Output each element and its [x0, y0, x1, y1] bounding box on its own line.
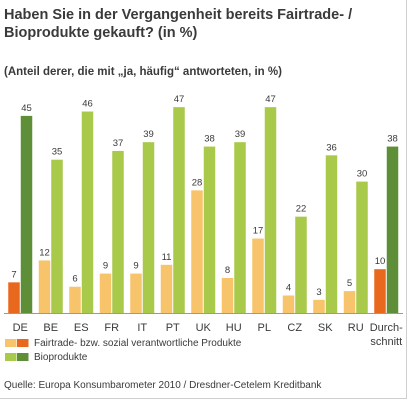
- bar-fairtrade-sk: [313, 299, 325, 313]
- value-label-bio-uk: 38: [204, 134, 215, 145]
- value-label-bio-hu: 39: [235, 129, 246, 140]
- legend-label-bio: Bioprodukte: [34, 352, 88, 363]
- bar-fairtrade-cz: [282, 295, 295, 313]
- value-label-bio-pl: 47: [265, 94, 276, 105]
- x-tick-label-de: DE: [13, 322, 28, 334]
- x-tick-label-es: ES: [74, 322, 89, 334]
- value-label-fairtrade-es: 6: [72, 274, 77, 285]
- bar-fairtrade-es: [69, 286, 81, 313]
- bar-bio-pl: [264, 107, 277, 313]
- x-tick-label-fr: FR: [104, 322, 119, 334]
- value-label-bio-sk: 36: [326, 142, 337, 153]
- value-label-bio-de: 45: [21, 103, 32, 114]
- bar-bio-es: [81, 111, 94, 314]
- chart-title-line-2: Bioprodukte gekauft? (in %): [4, 25, 198, 41]
- value-label-bio-be: 35: [52, 147, 63, 158]
- chart-subtitle: (Anteil derer, die mit „ja, häufig“ antw…: [4, 66, 282, 78]
- bar-fairtrade-de: [8, 282, 20, 313]
- bar-fairtrade-hu: [221, 277, 234, 313]
- x-tick-label-pt: PT: [166, 322, 180, 334]
- bar-bio-it: [142, 142, 155, 313]
- bar-bio-durchschnitt: [386, 146, 399, 313]
- value-label-fairtrade-fr: 9: [103, 261, 108, 272]
- bar-fairtrade-pt: [160, 264, 173, 313]
- value-label-fairtrade-be: 12: [39, 247, 50, 258]
- bar-bio-uk: [203, 146, 216, 313]
- value-label-fairtrade-cz: 4: [286, 282, 291, 293]
- bar-bio-cz: [295, 216, 307, 313]
- bar-fairtrade-be: [38, 260, 51, 313]
- x-tick-label-uk: UK: [196, 322, 212, 334]
- bar-fairtrade-pl: [252, 238, 264, 313]
- bar-bio-ru: [356, 181, 368, 313]
- value-label-bio-durchschnitt: 38: [387, 134, 398, 145]
- bar-fairtrade-fr: [99, 273, 112, 313]
- x-tick-label-ru: RU: [348, 322, 364, 334]
- x-tick-label-sk: SK: [318, 322, 333, 334]
- bar-fairtrade-it: [130, 273, 142, 313]
- value-label-fairtrade-pt: 11: [162, 252, 172, 263]
- value-label-fairtrade-sk: 3: [316, 287, 321, 298]
- chart-title: Haben Sie in der Vergangenheit bereits F…: [4, 6, 404, 42]
- bar-bio-fr: [112, 150, 124, 313]
- source-note: Quelle: Europa Konsumbarometer 2010 / Dr…: [4, 380, 322, 391]
- value-label-fairtrade-uk: 28: [192, 177, 203, 188]
- bar-bio-hu: [234, 142, 246, 313]
- x-tick-label-hu: HU: [226, 322, 242, 334]
- x-tick-label-be: BE: [43, 322, 58, 334]
- value-label-bio-ru: 30: [357, 169, 368, 180]
- x-tick-label-pl: PL: [258, 322, 271, 334]
- value-label-fairtrade-durchschnitt: 10: [375, 256, 386, 267]
- legend-swatch-fairtrade-highlight: [17, 339, 29, 347]
- value-label-bio-fr: 37: [113, 138, 124, 149]
- value-label-fairtrade-hu: 8: [225, 265, 230, 276]
- bar-bio-pt: [173, 107, 185, 313]
- x-tick-label-it: IT: [137, 322, 147, 334]
- x-tick-label-durchschnitt-2: schnitt: [370, 336, 402, 348]
- bar-bio-de: [20, 115, 33, 314]
- bar-bio-sk: [325, 155, 338, 313]
- bar-bio-be: [51, 159, 63, 313]
- value-label-fairtrade-it: 9: [133, 261, 138, 272]
- bar-fairtrade-ru: [343, 291, 356, 313]
- bar-fairtrade-durchschnitt: [374, 269, 386, 313]
- value-label-fairtrade-pl: 17: [253, 226, 264, 237]
- legend-label-fairtrade: Fairtrade- bzw. sozial verantwortliche P…: [34, 338, 242, 349]
- legend-swatch-fairtrade: [5, 339, 17, 347]
- value-label-bio-es: 46: [82, 99, 93, 110]
- value-label-bio-pt: 47: [174, 94, 185, 105]
- legend-swatch-bio: [5, 353, 17, 361]
- value-label-fairtrade-ru: 5: [347, 278, 352, 289]
- value-label-bio-it: 39: [143, 129, 154, 140]
- legend-swatch-bio-highlight: [17, 353, 29, 361]
- x-tick-label-cz: CZ: [287, 322, 302, 334]
- chart-title-line-1: Haben Sie in der Vergangenheit bereits F…: [4, 7, 353, 23]
- value-label-fairtrade-de: 7: [11, 269, 16, 280]
- bar-fairtrade-uk: [191, 190, 203, 313]
- x-tick-label-durchschnitt-1: Durch-: [370, 322, 403, 334]
- value-label-bio-cz: 22: [296, 204, 307, 215]
